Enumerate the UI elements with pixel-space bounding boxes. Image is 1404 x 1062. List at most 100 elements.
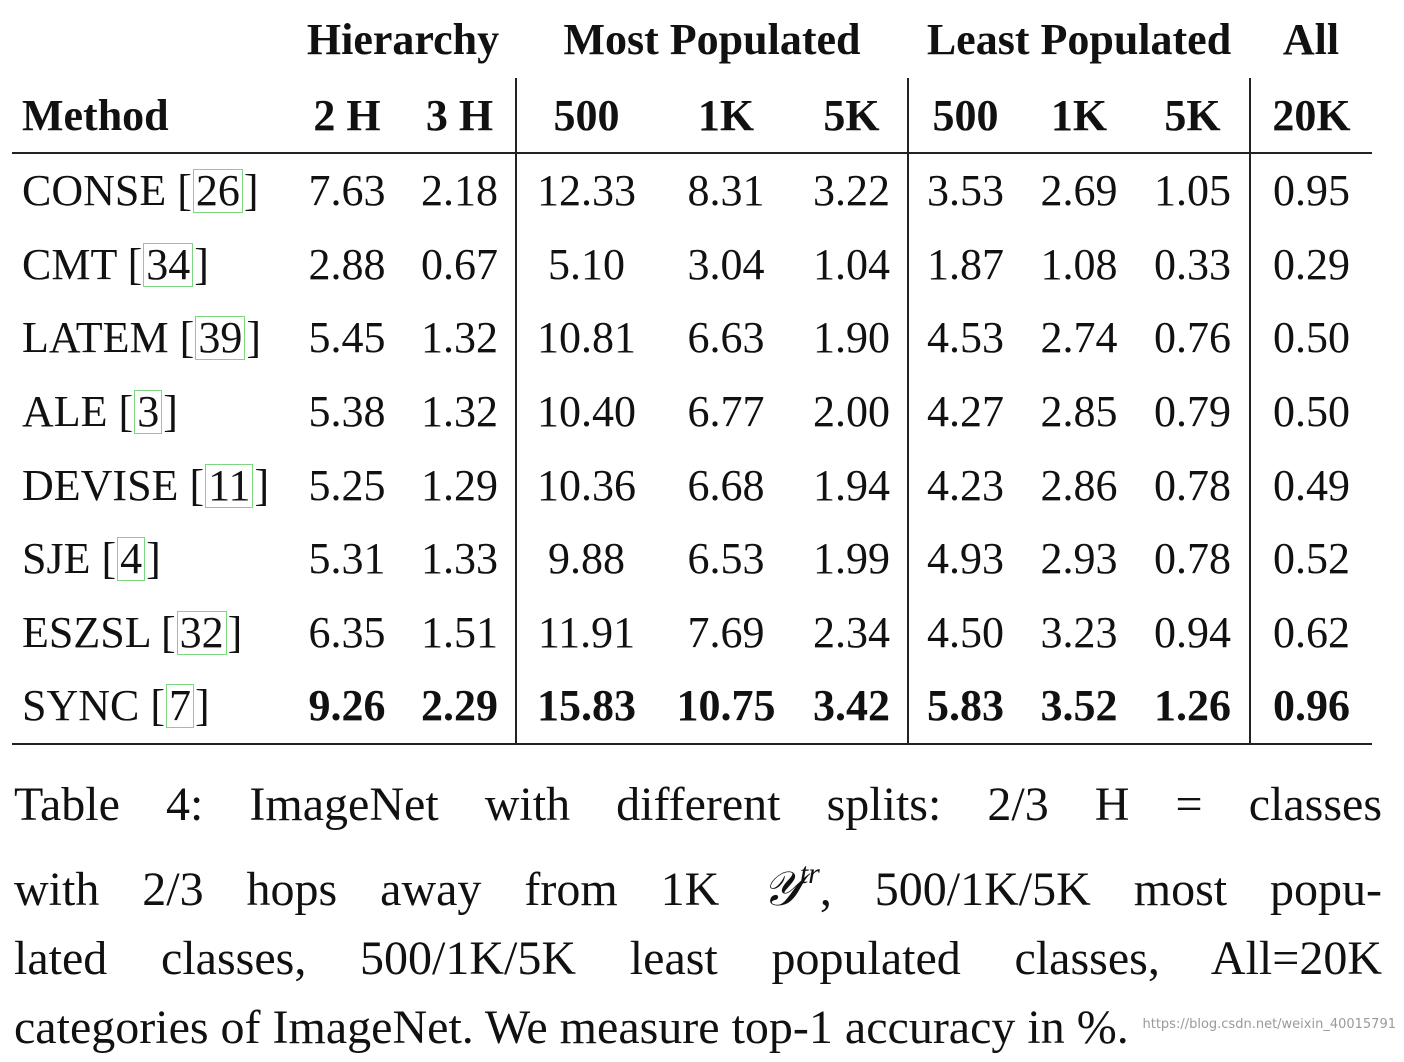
citation-link[interactable]: 32	[176, 610, 227, 655]
results-table: Hierarchy Most Populated Least Populated…	[12, 0, 1372, 745]
value-cell-all-20k: 0.49	[1249, 448, 1372, 522]
method-name: SYNC	[22, 681, 140, 731]
value-cell-all-20k: 0.29	[1249, 227, 1372, 302]
value-cell-least-500: 4.53	[907, 301, 1022, 375]
table-row: CMT [34] 2.88 0.67 5.10 3.04 1.04 1.87 1.08 0.33…	[12, 227, 1372, 302]
value-cell-2h: 6.35	[308, 607, 386, 657]
value-cell-most-1k: 6.63	[687, 313, 765, 363]
citation-link[interactable]: 26	[192, 169, 243, 214]
caption-line-1: Table 4: ImageNet with different splits:…	[14, 778, 1382, 831]
results-table-body: CONSE [26] 7.63 2.18 12.33 8.31 3.22 3.53 2.69 1…	[12, 153, 1372, 745]
value-cell-least-500: 3.53	[907, 153, 1022, 228]
value-cell-3h: 1.32	[421, 313, 498, 363]
value-cell-most-1k: 10.75	[656, 669, 796, 745]
value-cell-most-500: 10.36	[515, 448, 656, 522]
column-header-least-500: 500	[907, 78, 1022, 154]
method-name: ALE	[22, 387, 108, 437]
value-cell-most-5k: 1.99	[813, 534, 890, 584]
value-cell-most-500: 10.81	[515, 301, 656, 375]
value-cell-2h: 7.63	[308, 166, 386, 216]
method-name: DEVISE	[22, 460, 179, 510]
value-cell-most-5k: 1.04	[813, 239, 890, 289]
group-header-hierarchy: Hierarchy	[306, 14, 500, 64]
value-cell-least-1k: 3.52	[1022, 669, 1136, 745]
value-cell-most-1k: 3.04	[687, 239, 765, 289]
citation-link[interactable]: 39	[195, 316, 246, 361]
value-cell-3h: 1.32	[421, 387, 498, 437]
citation-link[interactable]: 4	[117, 537, 146, 582]
value-cell-least-500: 4.27	[907, 374, 1022, 449]
column-header-method: Method	[12, 78, 290, 154]
value-cell-least-1k: 2.86	[1040, 460, 1118, 510]
value-cell-least-1k: 2.74	[1040, 313, 1118, 363]
value-cell-least-5k: 0.33	[1154, 239, 1231, 289]
column-header-least-1k: 1K	[1022, 78, 1136, 154]
value-cell-2h: 5.38	[308, 387, 386, 437]
column-header-3h: 3 H	[404, 78, 516, 154]
table-row: DEVISE [11] 5.25 1.29 10.36 6.68 1.94 4.23 2.86…	[12, 448, 1372, 522]
value-cell-all-20k: 0.96	[1249, 669, 1372, 745]
table-row: SJE [4] 5.31 1.33 9.88 6.53 1.99 4.93 2.93 0.78 0…	[12, 521, 1372, 596]
value-cell-3h: 0.67	[421, 239, 498, 289]
column-header-most-5k: 5K	[796, 78, 908, 154]
table-row: CONSE [26] 7.63 2.18 12.33 8.31 3.22 3.53 2.69 1…	[12, 153, 1372, 228]
value-cell-most-500: 12.33	[515, 153, 656, 228]
method-name: ESZSL	[22, 607, 150, 657]
column-header-most-1k: 1K	[656, 78, 796, 154]
method-cell: CONSE [26]	[22, 166, 259, 216]
table-row: ALE [3] 5.38 1.32 10.40 6.77 2.00 4.27 2.85 0.79…	[12, 374, 1372, 449]
column-header-least-5k: 5K	[1136, 78, 1250, 154]
method-cell: ALE [3]	[22, 387, 178, 437]
group-header-most-populated: Most Populated	[563, 14, 861, 64]
value-cell-most-5k: 3.22	[813, 166, 890, 216]
value-cell-least-5k: 0.78	[1154, 460, 1231, 510]
table-row: LATEM [39] 5.45 1.32 10.81 6.63 1.90 4.53 2.74 0…	[12, 301, 1372, 375]
y-train-symbol: 𝒴	[762, 861, 800, 917]
value-cell-least-5k: 0.76	[1154, 313, 1231, 363]
citation-link[interactable]: 7	[166, 684, 195, 729]
value-cell-most-5k: 3.42	[796, 669, 908, 745]
citation-link[interactable]: 3	[134, 390, 163, 435]
value-cell-least-1k: 3.23	[1040, 607, 1118, 657]
value-cell-most-5k: 2.34	[813, 607, 890, 657]
value-cell-least-1k: 2.85	[1040, 387, 1118, 437]
caption-line-3: lated classes, 500/1K/5K least populated…	[14, 932, 1382, 985]
value-cell-3h: 1.33	[421, 534, 498, 584]
method-cell: DEVISE [11]	[22, 460, 270, 510]
value-cell-least-1k: 2.93	[1040, 534, 1118, 584]
value-cell-least-500: 4.93	[907, 521, 1022, 596]
value-cell-least-5k: 0.78	[1154, 534, 1231, 584]
caption-line-2-pre: with 2/3 hops away from 1K	[14, 863, 763, 916]
value-cell-least-5k: 1.26	[1136, 669, 1250, 745]
value-cell-2h: 9.26	[290, 669, 404, 745]
method-cell: SYNC [7]	[12, 669, 290, 745]
method-name: SJE	[22, 534, 91, 584]
method-name: CONSE	[22, 166, 167, 216]
group-header-row: Hierarchy Most Populated Least Populated…	[12, 0, 1372, 78]
citation-link[interactable]: 34	[143, 242, 194, 287]
value-cell-least-500: 1.87	[907, 227, 1022, 302]
table-caption: Table 4: ImageNet with different splits:…	[14, 770, 1382, 1062]
value-cell-most-1k: 6.77	[687, 387, 765, 437]
value-cell-least-500: 4.50	[907, 595, 1022, 670]
value-cell-2h: 5.45	[308, 313, 386, 363]
value-cell-least-5k: 0.94	[1154, 607, 1231, 657]
caption-line-4: categories of ImageNet. We measure top-1…	[14, 1001, 1129, 1054]
column-header-most-500: 500	[515, 78, 656, 154]
citation-link[interactable]: 11	[205, 463, 254, 508]
value-cell-3h: 2.29	[404, 669, 516, 745]
method-name: LATEM	[22, 313, 169, 363]
value-cell-3h: 2.18	[421, 166, 498, 216]
value-cell-most-500: 15.83	[515, 669, 656, 745]
value-cell-least-5k: 0.79	[1154, 387, 1231, 437]
column-header-all-20k: 20K	[1249, 78, 1372, 154]
value-cell-3h: 1.51	[421, 607, 498, 657]
method-cell: LATEM [39]	[22, 313, 261, 363]
y-train-superscript: tr	[799, 857, 820, 890]
value-cell-most-1k: 7.69	[687, 607, 765, 657]
caption-line-2-post: , 500/1K/5K most popu-	[819, 863, 1382, 916]
column-header-row: Method 2 H 3 H 500 1K 5K 500 1K 5K 20K	[12, 78, 1372, 154]
group-header-least-populated: Least Populated	[926, 14, 1232, 64]
value-cell-most-1k: 6.53	[687, 534, 765, 584]
column-header-2h: 2 H	[290, 78, 404, 154]
